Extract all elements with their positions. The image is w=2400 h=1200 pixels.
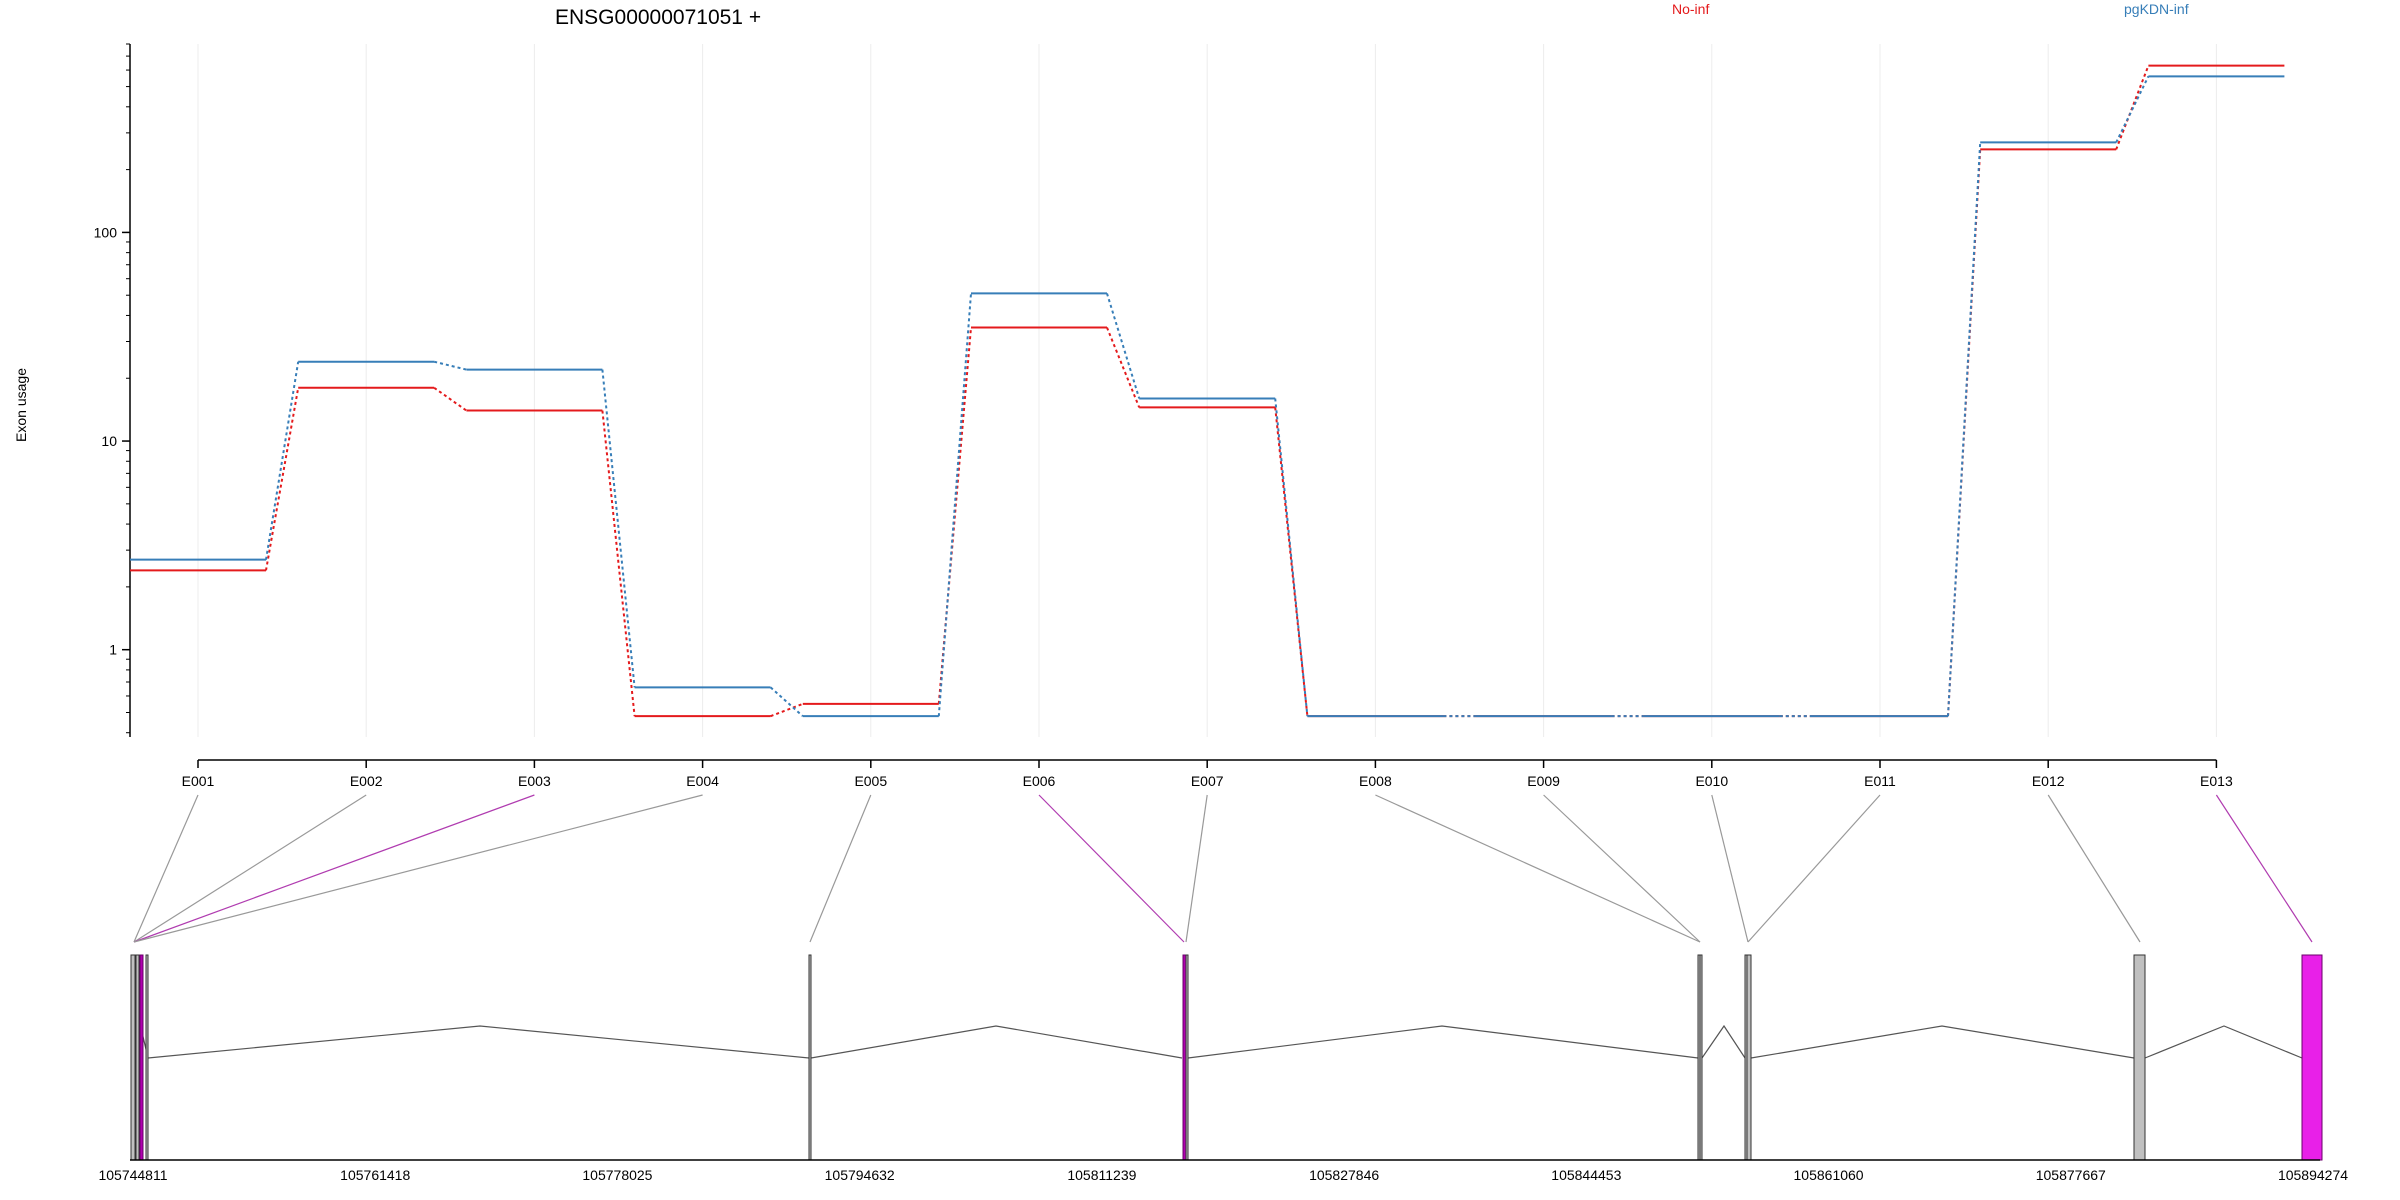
x-tick-label-e003: E003: [518, 773, 551, 789]
connector-pgkdn-inf: [937, 293, 972, 717]
connector-no-inf: [1274, 407, 1309, 717]
connector-no-inf: [265, 387, 300, 571]
chart-title: ENSG00000071051 +: [555, 6, 761, 29]
exon-e003: [139, 954, 144, 1161]
series-lines: [130, 64, 2285, 718]
genomic-tick-label: 105811239: [1067, 1167, 1136, 1183]
connector-e013: [2215, 794, 2313, 943]
connector-e004: [133, 794, 703, 943]
connector-pgkdn-inf: [601, 369, 636, 688]
legend-no-inf: No-inf: [1672, 1, 1709, 17]
connector-e002: [133, 794, 367, 943]
genomic-tick-label: 105744811: [98, 1167, 167, 1183]
x-tick-label-e007: E007: [1191, 773, 1224, 789]
intron-line: [1187, 1025, 1699, 1059]
exon-e007: [1185, 954, 1189, 1161]
x-axis: E001 E002 E003 E004 E005 E006 E007 E008 E009 E010…: [182, 759, 2233, 789]
genomic-tick-label: 105794632: [825, 1167, 895, 1183]
connector-pgkdn-inf: [1106, 293, 1141, 399]
connector-e006: [1038, 794, 1185, 943]
genomic-tick-label: 105827846: [1309, 1167, 1379, 1183]
exon-e001: [130, 954, 136, 1161]
connector-e012: [2047, 794, 2141, 943]
connector-e011: [1747, 794, 1881, 943]
x-tick-label-e005: E005: [854, 773, 887, 789]
gene-model: [130, 954, 2323, 1161]
x-tick-label-e008: E008: [1359, 773, 1392, 789]
connector-e003: [133, 794, 535, 943]
intron-line: [1750, 1025, 2135, 1059]
connector-e009: [1543, 794, 1701, 943]
connector-e007: [1185, 794, 1208, 943]
x-tick-label-e013: E013: [2200, 773, 2233, 789]
exon-e002: [135, 954, 140, 1161]
genomic-tick-label: 105894274: [2278, 1167, 2348, 1183]
intron-line: [1701, 1024, 1746, 1059]
y-axis-label: Exon usage: [13, 368, 29, 442]
connector-pgkdn-inf: [769, 686, 804, 717]
connector-no-inf: [1106, 327, 1141, 408]
x-tick-label-e001: E001: [182, 773, 215, 789]
exon-e013: [2301, 954, 2323, 1161]
genomic-tick-label: 105861060: [1794, 1167, 1864, 1183]
x-tick-label-e009: E009: [1527, 773, 1560, 789]
connector-e001: [133, 794, 199, 943]
x-tick-label-e012: E012: [2032, 773, 2065, 789]
x-tick-label-e010: E010: [1695, 773, 1728, 789]
legend-pgkdn-inf: pgKDN-inf: [2124, 1, 2189, 17]
connector-no-inf: [601, 410, 636, 717]
exon-e012: [2133, 954, 2146, 1161]
x-tick-label-e006: E006: [1023, 773, 1056, 789]
y-tick-label: 100: [94, 224, 118, 240]
intron-line: [147, 1025, 810, 1059]
genomic-tick-label: 105778025: [582, 1167, 652, 1183]
connector-pgkdn-inf: [265, 361, 300, 560]
connector-pgkdn-inf: [433, 360, 467, 371]
connector-e010: [1711, 794, 1749, 943]
connector-no-inf: [433, 386, 467, 412]
connector-pgkdn-inf: [2115, 75, 2150, 143]
exon-connectors: [133, 794, 2313, 943]
genomic-tick-label: 105877667: [2036, 1167, 2106, 1183]
connector-e008: [1375, 794, 1701, 943]
series-pgkdn-inf: [130, 75, 2285, 718]
exon-e004: [145, 954, 149, 1161]
x-tick-label-e011: E011: [1864, 773, 1896, 789]
exon-e005: [808, 954, 812, 1161]
intron-line: [2144, 1025, 2303, 1059]
genomic-tick-label: 105761418: [340, 1167, 410, 1183]
genomic-tick-label: 105844453: [1551, 1167, 1621, 1183]
x-tick-label-e004: E004: [686, 773, 719, 789]
intron-line: [810, 1025, 1183, 1059]
x-tick-label-e002: E002: [350, 773, 383, 789]
vertical-gridlines: [197, 44, 2217, 737]
y-tick-label: 1: [109, 642, 117, 658]
genomic-axis: 105744811 105761418 105778025 105794632 1058…: [98, 1159, 2348, 1183]
y-tick-label: 10: [101, 433, 117, 449]
connector-no-inf: [937, 327, 972, 704]
connector-pgkdn-inf: [1274, 398, 1309, 717]
connector-e005: [809, 794, 872, 943]
y-axis: 1 10 100: [94, 43, 131, 737]
connector-no-inf: [770, 702, 804, 718]
exon-e011: [1746, 954, 1752, 1161]
connector-pgkdn-inf: [1947, 142, 1982, 717]
exon-e009: [1699, 954, 1703, 1161]
